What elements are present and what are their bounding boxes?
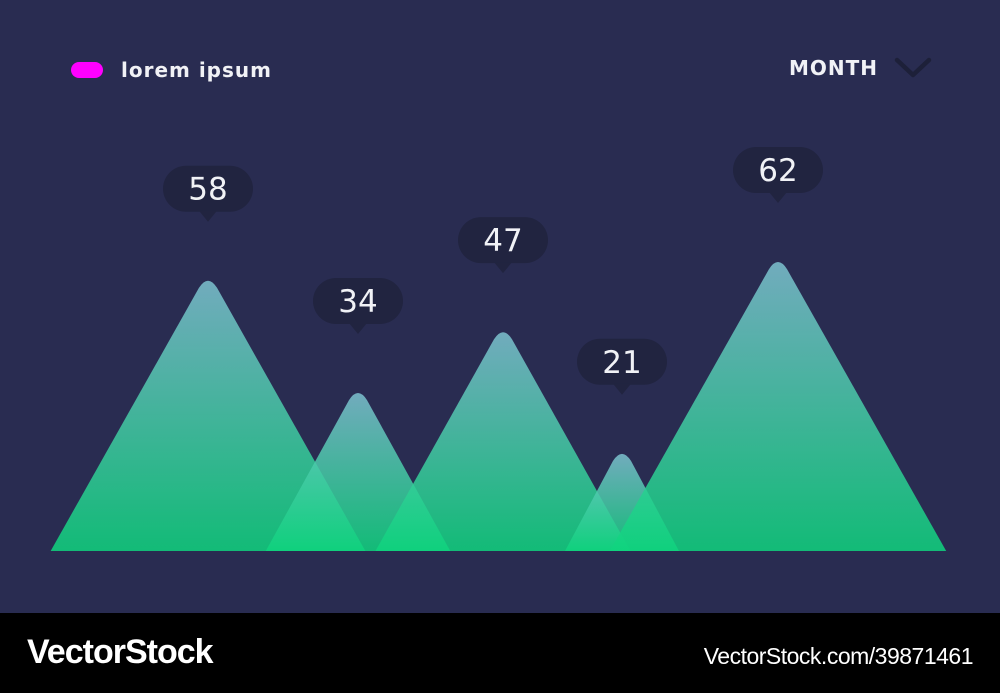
period-label: MONTH xyxy=(788,56,878,80)
peak-5 xyxy=(609,262,947,551)
value-label-4: 21 xyxy=(602,345,641,381)
chevron-down-icon xyxy=(894,57,932,78)
value-label-1: 58 xyxy=(188,172,227,208)
value-bubble-4: 21 xyxy=(577,338,667,395)
legend-swatch xyxy=(71,62,103,78)
value-bubble-5: 62 xyxy=(733,147,823,203)
legend[interactable]: lorem ipsum xyxy=(71,58,272,82)
period-dropdown[interactable]: MONTH xyxy=(789,56,932,80)
value-label-2: 34 xyxy=(338,284,377,320)
value-bubble-1: 58 xyxy=(163,165,253,222)
value-bubble-3: 47 xyxy=(458,217,548,274)
value-label-5: 62 xyxy=(758,153,797,189)
chart-panel: lorem ipsum MONTH 58 34 47 21 62 xyxy=(0,0,1000,613)
peak-3 xyxy=(375,332,631,551)
watermark-url: VectorStock.com/39871461 xyxy=(703,643,974,669)
peak-1 xyxy=(50,280,366,551)
value-label-3: 47 xyxy=(483,223,522,259)
legend-label: lorem ipsum xyxy=(121,58,272,82)
value-bubble-2: 34 xyxy=(313,277,403,334)
peaks-chart: 58 34 47 21 62 xyxy=(50,147,947,551)
watermark-bar: VectorStock VectorStock.com/39871461 xyxy=(0,613,1000,693)
watermark-brand: VectorStock xyxy=(27,633,214,671)
